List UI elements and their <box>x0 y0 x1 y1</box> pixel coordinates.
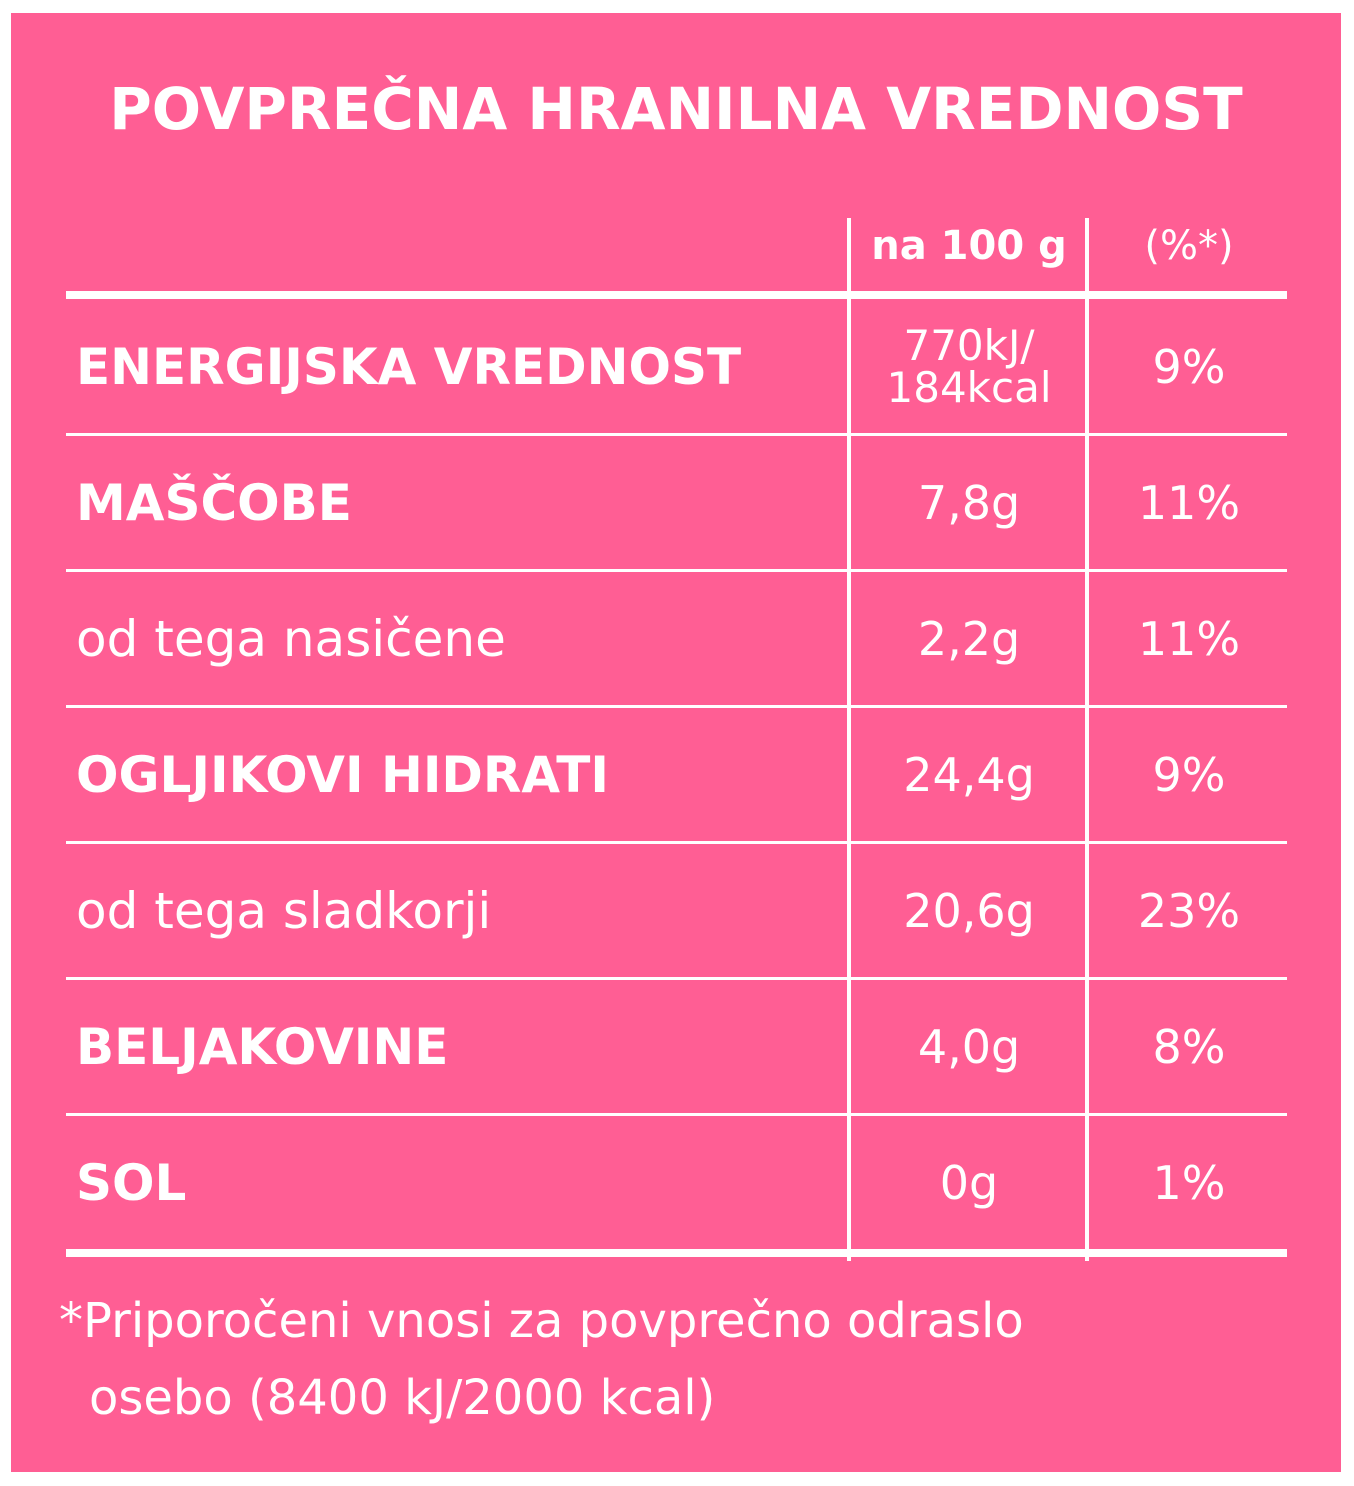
header-percent: (%*) <box>1144 223 1234 269</box>
row-divider <box>66 841 1287 844</box>
column-divider <box>847 218 851 1261</box>
nutrient-percent: 23% <box>1137 884 1241 938</box>
header-divider <box>66 291 1287 299</box>
value-line-2: 184kcal <box>886 363 1052 412</box>
nutrient-percent: 1% <box>1152 1156 1226 1210</box>
nutrient-value: 20,6g <box>903 884 1035 938</box>
nutrient-label: ENERGIJSKA VREDNOST <box>76 338 742 396</box>
nutrient-percent: 8% <box>1152 1020 1226 1074</box>
nutrient-percent: 9% <box>1152 340 1226 394</box>
nutrient-value: 4,0g <box>917 1020 1021 1074</box>
nutrition-label: POVPREČNA HRANILNA VREDNOST na 100 g (%*… <box>11 13 1341 1472</box>
nutrient-label: od tega nasičene <box>76 610 506 668</box>
nutrient-row: OGLJIKOVI HIDRATI 24,4g 9% <box>66 707 1287 843</box>
nutrient-percent: 9% <box>1152 748 1226 802</box>
nutrient-value: 0g <box>939 1156 999 1210</box>
nutrient-label: MAŠČOBE <box>76 474 352 532</box>
nutrient-label: od tega sladkorji <box>76 882 492 940</box>
footnote: *Priporočeni vnosi za povprečno odraslo … <box>59 1283 1024 1437</box>
nutrient-value: 2,2g <box>917 612 1021 666</box>
nutrient-label: OGLJIKOVI HIDRATI <box>76 746 609 804</box>
value-line-1: 770kJ/ <box>903 321 1035 370</box>
nutrient-value: 24,4g <box>903 748 1035 802</box>
footnote-line-1: *Priporočeni vnosi za povprečno odraslo <box>59 1293 1024 1349</box>
row-divider <box>66 1113 1287 1116</box>
row-divider <box>66 569 1287 572</box>
footnote-line-2: osebo (8400 kJ/2000 kcal) <box>89 1369 716 1426</box>
nutrient-label: SOL <box>76 1154 187 1212</box>
column-divider <box>1085 218 1089 1261</box>
nutrient-row: SOL 0g 1% <box>66 1115 1287 1251</box>
nutrient-value: 770kJ/184kcal <box>851 299 1087 435</box>
row-divider <box>66 977 1287 980</box>
nutrient-row: od tega nasičene 2,2g 11% <box>66 571 1287 707</box>
table-bottom-border <box>66 1249 1287 1257</box>
nutrient-row: od tega sladkorji 20,6g 23% <box>66 843 1287 979</box>
nutrient-row: MAŠČOBE 7,8g 11% <box>66 435 1287 571</box>
label-title: POVPREČNA HRANILNA VREDNOST <box>109 75 1243 143</box>
nutrient-value: 7,8g <box>917 476 1021 530</box>
row-divider <box>66 705 1287 708</box>
nutrient-percent: 11% <box>1137 476 1241 530</box>
row-divider <box>66 433 1287 436</box>
nutrient-row: ENERGIJSKA VREDNOST 770kJ/184kcal 9% <box>66 299 1287 435</box>
nutrient-row: BELJAKOVINE 4,0g 8% <box>66 979 1287 1115</box>
nutrient-label: BELJAKOVINE <box>76 1018 449 1076</box>
nutrient-percent: 11% <box>1137 612 1241 666</box>
header-per-100g: na 100 g <box>871 223 1067 269</box>
